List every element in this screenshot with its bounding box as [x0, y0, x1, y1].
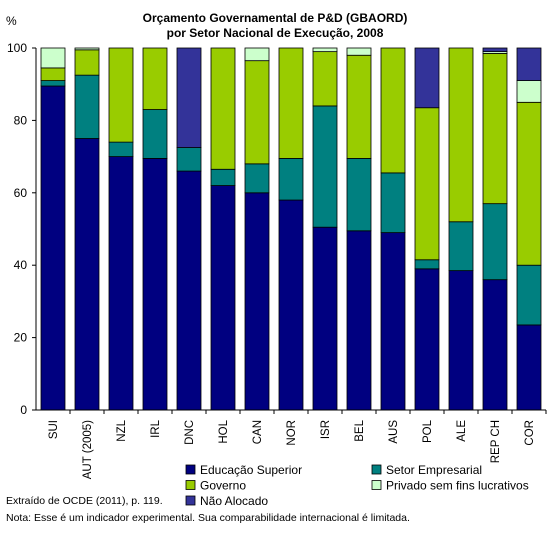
bar-pol-educacao-superior	[414, 268, 440, 411]
x-label-irl: IRL	[150, 419, 162, 438]
bar-cor-nao-alocado	[516, 47, 542, 81]
bar-nzl-setor-empresarial	[108, 141, 134, 157]
x-label-nzl: NZL	[116, 419, 128, 441]
bar-pol-governo	[414, 107, 440, 261]
bar-ale-governo	[448, 47, 474, 223]
legend-label-privado-sem-fins-lucrativos: Privado sem fins lucrativos	[386, 479, 529, 493]
y-axis-unit-label: %	[6, 14, 17, 28]
legend: Educação Superior Setor Empresarial Govern…	[185, 463, 529, 508]
bar-aut-2005-setor-empresarial	[74, 74, 100, 139]
bar-rep-ch-educacao-superior	[482, 279, 508, 411]
bar-sui-educacao-superior	[40, 85, 66, 411]
y-tick-label-60: 60	[14, 186, 28, 200]
legend-label-educacao-superior: Educação Superior	[200, 463, 302, 477]
bar-nor-governo	[278, 47, 304, 159]
bar-pol-setor-empresarial	[414, 259, 440, 270]
bar-isr-governo	[312, 51, 338, 107]
bar-rep-ch-nao-alocado	[482, 47, 508, 53]
y-tick-label-80: 80	[14, 113, 28, 127]
x-label-can: CAN	[252, 420, 264, 444]
bar-hol-educacao-superior	[210, 185, 236, 411]
y-tick-labels: 0 20 40 60 80 100	[7, 41, 27, 417]
legend-label-setor-empresarial: Setor Empresarial	[386, 463, 482, 477]
bar-dnc-setor-empresarial	[176, 147, 202, 172]
bar-bel-setor-empresarial	[346, 158, 372, 232]
bar-bel-educacao-superior	[346, 230, 372, 411]
chart-subtitle: por Setor Nacional de Execução, 2008	[167, 26, 384, 40]
bar-dnc-nao-alocado	[176, 47, 202, 148]
bar-bel-governo	[346, 54, 372, 159]
bar-sui-privado-sem-fins-lucrativos	[40, 47, 66, 69]
bar-dnc-educacao-superior	[176, 170, 202, 411]
bar-can-setor-empresarial	[244, 163, 270, 194]
bar-cor-privado-sem-fins-lucrativos	[516, 80, 542, 103]
bar-can-educacao-superior	[244, 192, 270, 411]
bar-cor-governo	[516, 101, 542, 266]
bar-aus-governo	[380, 47, 406, 174]
bar-cor-educacao-superior	[516, 324, 542, 411]
bar-rep-ch-governo	[482, 53, 508, 205]
x-label-ale: ALE	[456, 420, 468, 442]
bar-ale-setor-empresarial	[448, 221, 474, 272]
x-label-dnc: DNC	[184, 420, 196, 445]
footnote: Nota: Esse é um indicador experimental. …	[6, 512, 410, 524]
bar-can-governo	[244, 60, 270, 165]
x-label-cor: COR	[524, 420, 536, 446]
bar-nor-setor-empresarial	[278, 158, 304, 201]
bar-cor-setor-empresarial	[516, 264, 542, 326]
legend-swatch-governo	[185, 480, 196, 490]
legend-label-nao-alocado: Não Alocado	[200, 494, 268, 508]
axes-group	[32, 47, 547, 414]
y-tick-label-40: 40	[14, 258, 28, 272]
y-tick-label-20: 20	[14, 331, 28, 345]
x-label-pol: POL	[422, 419, 434, 443]
bar-nzl-educacao-superior	[108, 156, 134, 411]
bar-sui-governo	[40, 67, 66, 81]
bar-isr-educacao-superior	[312, 226, 338, 411]
legend-label-governo: Governo	[200, 479, 246, 493]
y-tick-label-0: 0	[20, 403, 27, 417]
legend-swatch-nao-alocado	[185, 495, 196, 506]
legend-swatch-setor-empresarial	[371, 464, 382, 475]
x-label-sui: SUI	[48, 420, 60, 439]
x-label-nor: NOR	[286, 420, 298, 446]
bar-aus-educacao-superior	[380, 232, 406, 411]
bar-aus-setor-empresarial	[380, 172, 406, 234]
bar-ale-educacao-superior	[448, 270, 474, 411]
bar-aut-2005-governo	[74, 49, 100, 76]
legend-swatch-educacao-superior	[185, 464, 196, 475]
bar-irl-governo	[142, 47, 168, 110]
bar-aut-2005-educacao-superior	[74, 138, 100, 411]
bars-group	[40, 47, 542, 411]
bar-isr-setor-empresarial	[312, 105, 338, 228]
bar-can-privado-sem-fins-lucrativos	[244, 47, 270, 62]
x-label-aut-2005: AUT (2005)	[82, 420, 94, 479]
chart-title: Orçamento Governamental de P&D (GBAORD)	[143, 11, 408, 25]
bar-nzl-governo	[108, 47, 134, 143]
bar-bel-privado-sem-fins-lucrativos	[346, 47, 372, 56]
x-label-rep-ch: REP CH	[490, 420, 502, 463]
bar-isr-privado-sem-fins-lucrativos	[312, 47, 338, 53]
bar-irl-educacao-superior	[142, 158, 168, 411]
x-label-bel: BEL	[354, 419, 366, 441]
bar-sui-setor-empresarial	[40, 80, 66, 87]
bar-nor-educacao-superior	[278, 199, 304, 411]
bar-irl-setor-empresarial	[142, 109, 168, 159]
bar-aut-2005-privado-sem-fins-lucrativos	[74, 47, 100, 51]
bar-hol-governo	[210, 47, 236, 170]
x-label-aus: AUS	[388, 420, 400, 444]
legend-swatch-privado-sem-fins-lucrativos	[371, 480, 382, 490]
category-labels: SUI AUT (2005) NZL IRL DNC HOL CAN NOR ISR BEL AUS…	[48, 419, 536, 479]
bar-hol-setor-empresarial	[210, 168, 236, 186]
x-label-hol: HOL	[218, 419, 230, 443]
x-label-isr: ISR	[320, 420, 332, 439]
y-tick-label-100: 100	[7, 41, 27, 55]
bar-rep-ch-setor-empresarial	[482, 203, 508, 281]
source-note: Extraído de OCDE (2011), p. 119.	[6, 495, 163, 507]
bar-pol-nao-alocado	[414, 47, 440, 109]
